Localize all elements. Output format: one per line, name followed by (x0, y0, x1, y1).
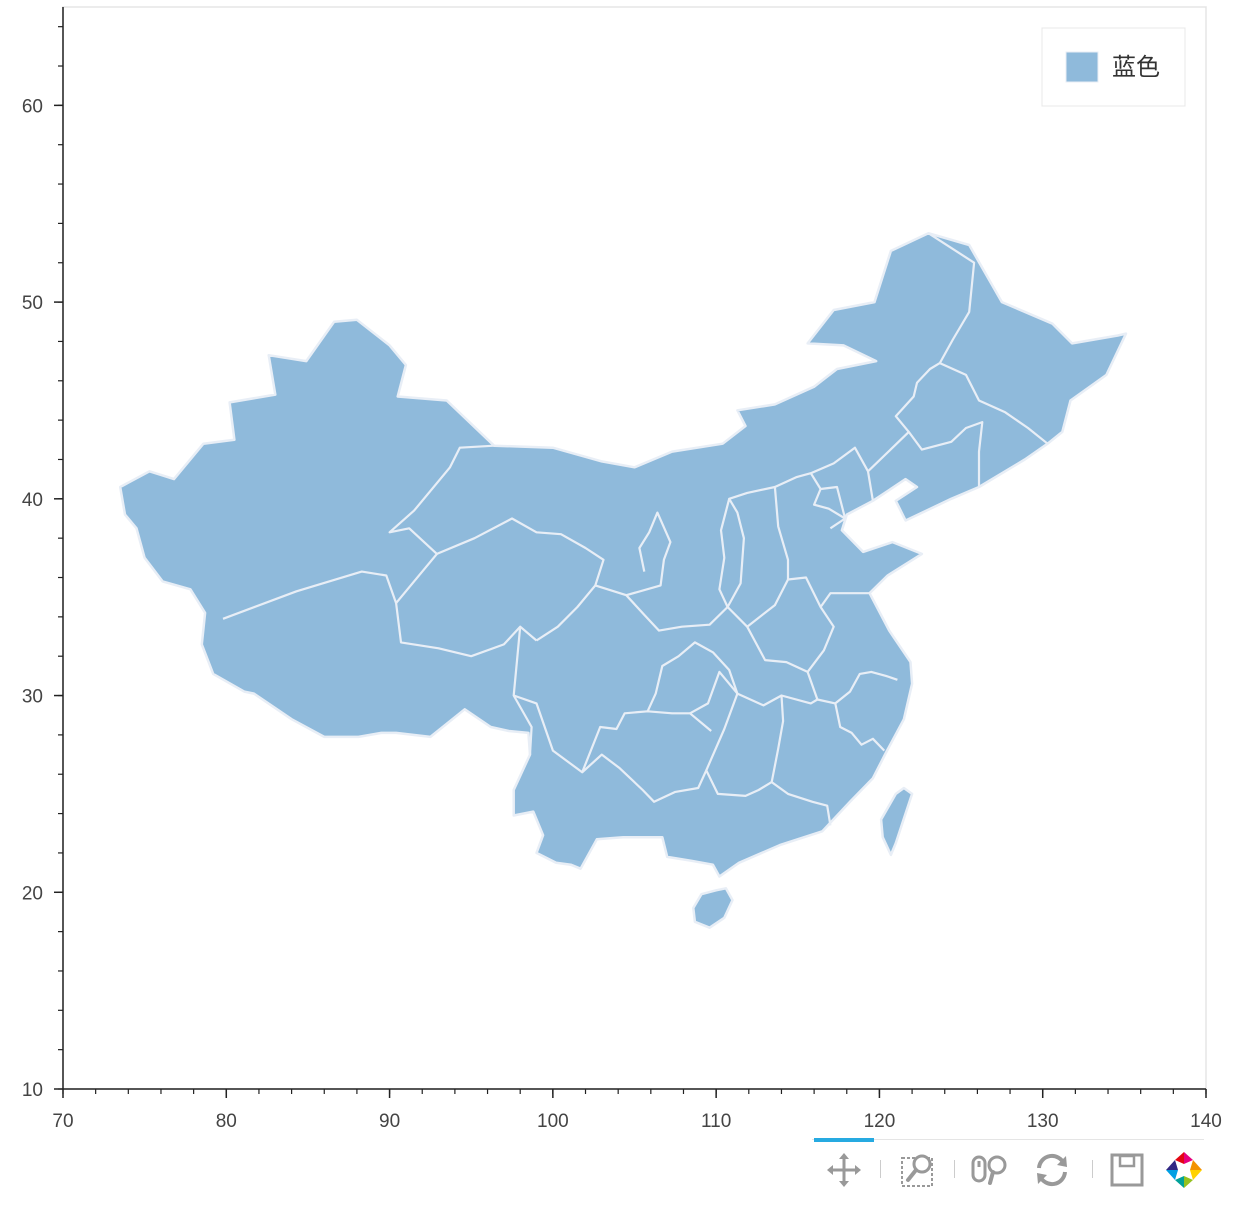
save-icon (1110, 1153, 1144, 1187)
province-border (718, 498, 731, 608)
province-border (894, 232, 976, 433)
wheel-zoom-tool-button[interactable] (970, 1150, 1010, 1190)
y-tick-label: 50 (22, 293, 43, 314)
province-border (867, 421, 984, 487)
province-borders (222, 232, 1049, 826)
province-border (689, 626, 819, 715)
province-border (436, 517, 605, 642)
province-border (705, 693, 739, 771)
active-tool-indicator (814, 1138, 874, 1142)
province-border (625, 511, 672, 597)
bokeh-logo-button[interactable] (1164, 1150, 1204, 1190)
x-tick-label: 80 (216, 1111, 237, 1132)
x-tick-label: 130 (1027, 1111, 1059, 1132)
province-border (809, 472, 847, 530)
pan-tool-button[interactable] (824, 1150, 864, 1190)
province-border (834, 670, 898, 705)
reset-icon (1037, 1153, 1067, 1187)
province-border (581, 710, 712, 773)
region-mainland[interactable] (118, 231, 1128, 878)
y-tick-label: 20 (22, 883, 43, 904)
x-tick-label: 90 (379, 1111, 400, 1132)
province-border (222, 570, 538, 658)
y-tick-label: 10 (22, 1080, 43, 1101)
province-border (939, 362, 1049, 445)
province-border (646, 641, 739, 712)
province-border (388, 444, 495, 604)
x-tick-label: 120 (864, 1111, 896, 1132)
y-tick-label: 30 (22, 687, 43, 708)
province-border (594, 584, 748, 632)
reset-tool-button[interactable] (1032, 1150, 1072, 1190)
province-border (770, 695, 785, 783)
toolbar-rule (812, 1139, 1204, 1140)
x-tick-label: 100 (537, 1111, 569, 1132)
province-border (820, 485, 847, 519)
province-border (726, 485, 790, 608)
legend[interactable]: 蓝色 (1041, 27, 1186, 107)
x-tick-label: 110 (701, 1111, 731, 1132)
pan-icon (827, 1153, 861, 1187)
wheel-zoom-icon (971, 1155, 1007, 1185)
legend-swatch (1065, 51, 1099, 83)
save-tool-button[interactable] (1107, 1150, 1147, 1190)
box-zoom-icon (901, 1154, 933, 1187)
axes: 70 80 90 100 110 120 130 140 10 20 30 40 50 60 (22, 7, 1222, 1132)
bokeh-logo-icon (1166, 1152, 1202, 1188)
map-regions (118, 231, 1128, 929)
x-tick-label: 140 (1190, 1111, 1222, 1132)
toolbar-separator (1092, 1160, 1093, 1178)
y-tick-label: 60 (22, 96, 43, 117)
box-zoom-tool-button[interactable] (898, 1150, 938, 1190)
province-border (512, 626, 533, 755)
legend-label: 蓝色 (1112, 53, 1160, 81)
y-tick-label: 40 (22, 490, 43, 511)
toolbar-separator (954, 1160, 955, 1178)
bokeh-toolbar (812, 1138, 1204, 1198)
x-tick-label: 70 (52, 1111, 73, 1132)
region-taiwan[interactable] (879, 786, 914, 857)
region-hainan[interactable] (692, 887, 734, 929)
toolbar-separator (880, 1160, 881, 1178)
